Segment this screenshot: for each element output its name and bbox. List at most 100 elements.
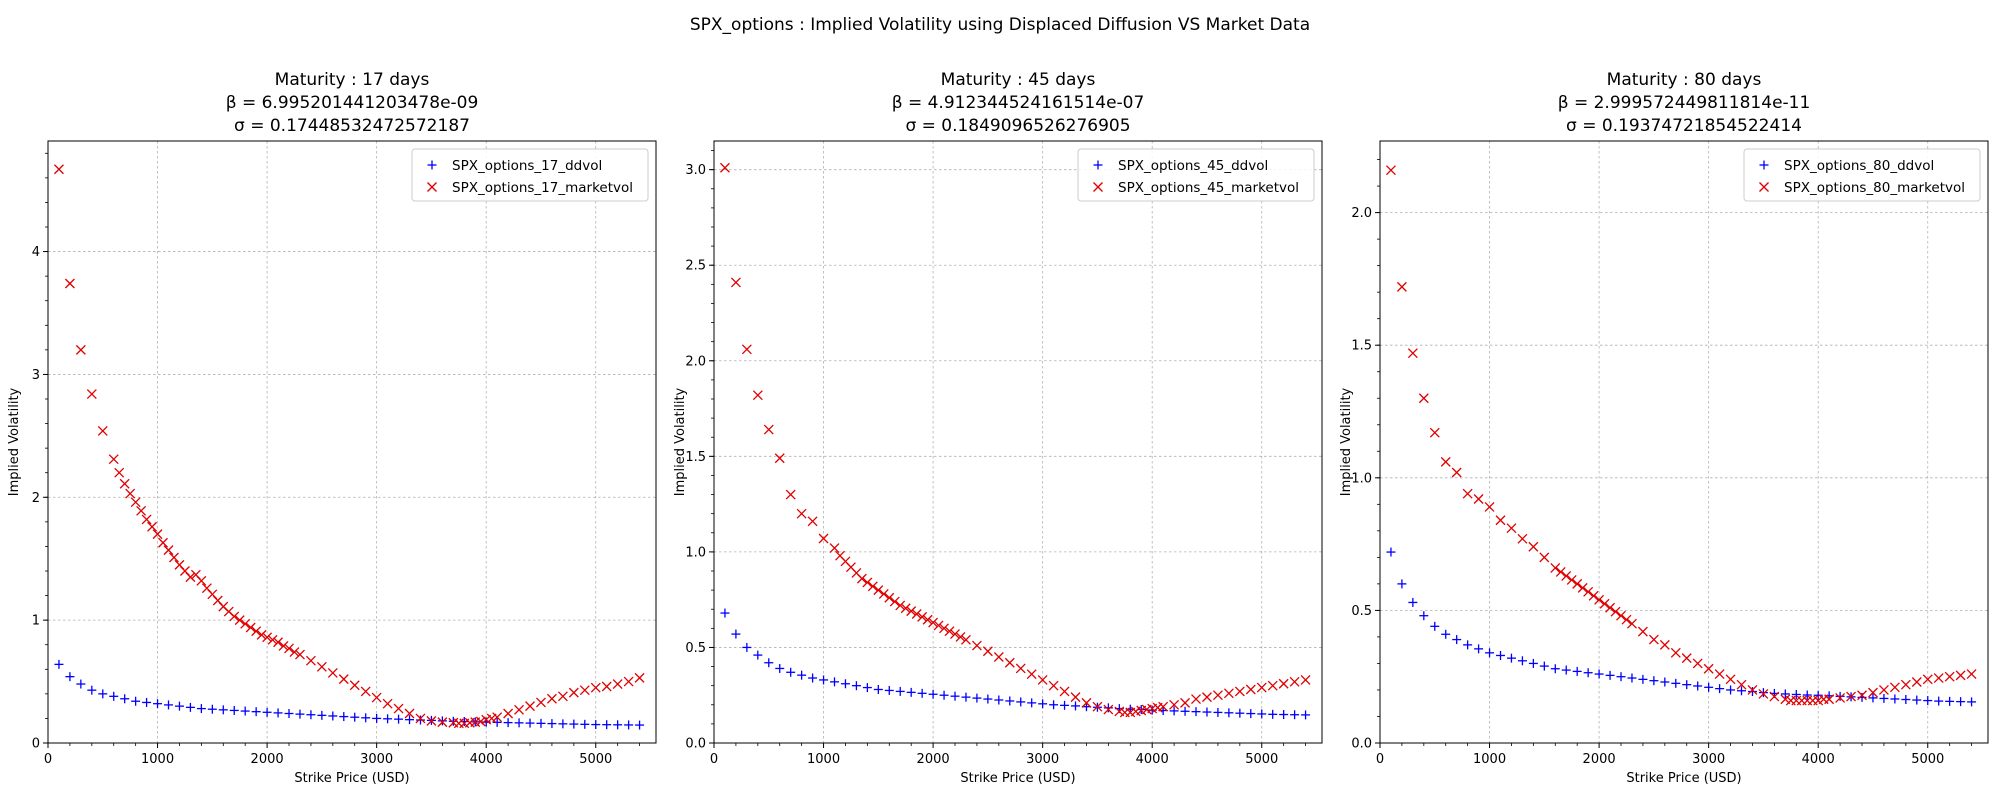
data-point [415, 713, 426, 724]
data-point [1059, 686, 1070, 697]
legend-entry: SPX_options_17_marketvol [452, 180, 633, 196]
gridlines [713, 141, 1322, 744]
subplot-title-line-2: β = 6.995201441203478e-09 [226, 93, 479, 113]
data-point [1555, 566, 1566, 577]
data-point [415, 715, 425, 725]
data-point [1004, 657, 1015, 668]
data-point [76, 679, 86, 689]
x-tick-label: 0 [1376, 752, 1384, 767]
data-point [475, 716, 486, 727]
data-point [1169, 706, 1179, 716]
data-point [1092, 701, 1103, 712]
data-point [1015, 663, 1026, 674]
data-point [361, 713, 371, 723]
legend-entry: SPX_options_80_marketvol [1784, 180, 1965, 196]
data-point [590, 682, 601, 693]
data-point [1440, 456, 1451, 467]
data-point [393, 703, 404, 714]
data-point [1605, 670, 1615, 680]
data-point [1736, 679, 1747, 690]
data-point [136, 505, 147, 516]
y-tick-label: 3.0 [685, 163, 706, 178]
data-point [1923, 696, 1933, 706]
data-point [1539, 661, 1549, 671]
data-point [108, 454, 119, 465]
data-point [906, 687, 916, 697]
data-point [895, 686, 905, 696]
x-tick-label: 1000 [807, 752, 840, 767]
data-point [1715, 684, 1725, 694]
data-point [1300, 674, 1311, 685]
data-point [185, 572, 196, 583]
data-point [730, 277, 741, 288]
data-point [404, 708, 415, 719]
data-point [1890, 694, 1900, 704]
data-point [1451, 467, 1462, 478]
data-point [514, 704, 525, 715]
subplot-title-line-2: β = 2.999572449811814e-11 [1558, 93, 1811, 113]
data-point [1517, 656, 1527, 666]
data-point [1900, 679, 1911, 690]
data-points [719, 162, 1311, 720]
data-point [1726, 685, 1736, 695]
plot-frame [713, 140, 1323, 744]
data-point [153, 699, 163, 709]
data-point [601, 681, 612, 692]
plot-frame [1379, 140, 1989, 744]
data-point [1397, 579, 1407, 589]
data-points [53, 164, 645, 730]
data-point [1599, 598, 1610, 609]
data-point [1485, 648, 1495, 658]
data-point [1967, 697, 1977, 707]
data-point [1234, 686, 1245, 697]
data-point [557, 691, 568, 702]
data-point [371, 692, 382, 703]
data-point [569, 719, 579, 729]
data-point [1278, 678, 1289, 689]
data-point [884, 592, 895, 603]
data-point [1577, 582, 1588, 593]
data-point [1747, 685, 1758, 695]
axes: 0 1000 2000 3000 4000 5000 0 1 2 3 4 [32, 152, 640, 767]
x-tick-label: 4000 [470, 752, 503, 767]
y-tick-label: 2.0 [1351, 206, 1372, 221]
data-point [862, 683, 872, 693]
data-point [1857, 692, 1867, 702]
data-point [426, 715, 437, 726]
data-point [131, 696, 141, 706]
data-point [961, 692, 971, 702]
subplot-2: Maturity : 45 days β = 4.912344524161514e… [673, 70, 1323, 786]
plot-frame [47, 140, 657, 744]
x-axis-label: Strike Price (USD) [960, 771, 1075, 786]
y-tick-label: 2.5 [685, 259, 706, 274]
data-point [1758, 688, 1769, 699]
data-point [1462, 488, 1473, 499]
axes: 0 1000 2000 3000 4000 5000 0.0 0.5 1.0 1.5 2.0 2.5 3… [685, 150, 1306, 767]
x-tick-label: 3000 [1692, 752, 1725, 767]
data-point [1714, 669, 1725, 680]
data-point [65, 672, 75, 682]
data-point [1257, 709, 1267, 719]
data-point [1802, 690, 1812, 700]
data-point [536, 718, 546, 728]
data-point [1561, 665, 1571, 675]
data-point [928, 617, 939, 628]
data-point [1594, 669, 1604, 679]
series-x-markers [719, 162, 1311, 718]
y-tick-label: 1.5 [1351, 339, 1372, 354]
data-point [889, 596, 900, 607]
data-point [568, 687, 579, 698]
data-point [1693, 681, 1703, 691]
data-point [546, 693, 557, 704]
data-point [1005, 696, 1015, 706]
data-point [317, 710, 327, 720]
data-point [1385, 165, 1396, 176]
data-point [109, 691, 119, 701]
subplots: Maturity : 17 days β = 6.995201441203478e… [7, 70, 1989, 786]
data-point [120, 694, 130, 704]
data-point [1224, 708, 1234, 718]
x-axis-label: Strike Price (USD) [1626, 771, 1741, 786]
data-point [807, 516, 818, 527]
data-point [786, 667, 796, 677]
data-point [1638, 674, 1648, 684]
